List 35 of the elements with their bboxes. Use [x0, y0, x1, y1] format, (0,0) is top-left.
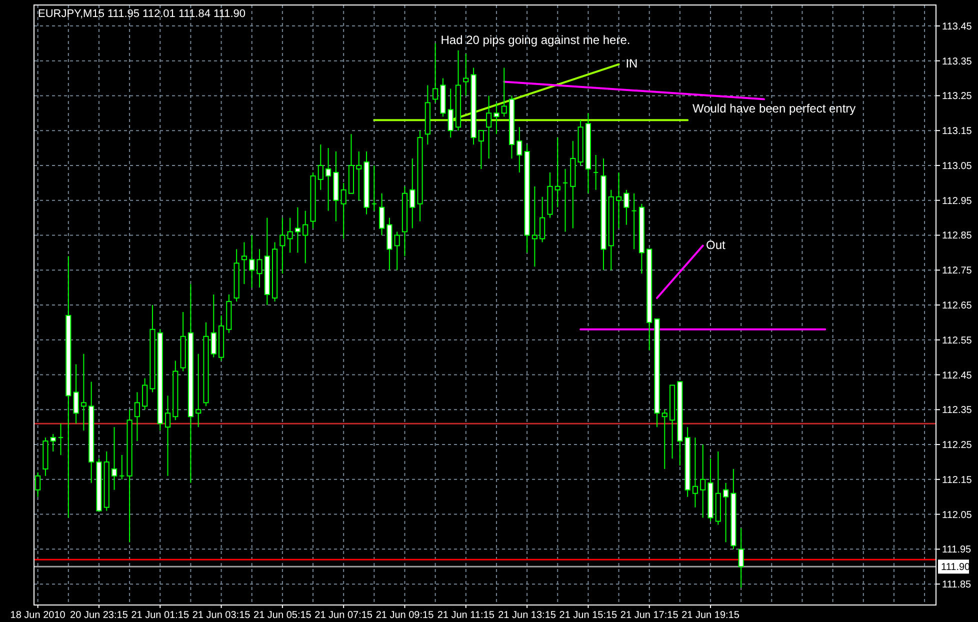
y-tick-label: 112.75	[942, 266, 972, 277]
y-tick-label: 112.35	[942, 405, 972, 416]
y-tick-label: 113.15	[942, 126, 972, 138]
ref-line-label: 111.90	[941, 562, 971, 574]
x-tick-label: 21 Jun 17:15	[620, 610, 679, 621]
x-tick-label: 21 Jun 13:15	[498, 610, 556, 621]
x-tick-label: 21 Jun 11:15	[437, 610, 495, 621]
y-tick-label: 112.65	[942, 300, 972, 312]
y-tick-label: 112.25	[942, 440, 972, 452]
x-tick-label: 21 Jun 07:15	[314, 610, 373, 621]
y-tick-label: 112.15	[942, 474, 972, 486]
y-tick-label: 111.85	[942, 580, 972, 591]
y-tick-label: 113.05	[942, 160, 972, 172]
x-tick-label: 21 Jun 03:15	[192, 610, 251, 621]
y-tick-label: 112.95	[942, 196, 972, 207]
y-tick-label: 112.85	[942, 230, 972, 242]
x-tick-label: 21 Jun 19:15	[682, 610, 740, 621]
annotation: Out	[706, 238, 726, 252]
y-tick-label: 112.05	[942, 510, 972, 521]
x-tick-label: 21 Jun 15:15	[559, 610, 618, 621]
chart-title: EURJPY,M15 111.95 112.01 111.84 111.90	[38, 8, 246, 20]
annotation: Had 20 pips going against me here.	[440, 33, 630, 47]
y-tick-label: 113.35	[942, 56, 972, 68]
annotation: IN	[626, 56, 638, 70]
x-tick-label: 21 Jun 05:15	[254, 610, 312, 621]
x-tick-label: 18 Jun 2010	[10, 610, 66, 621]
annotation: Would have been perfect entry	[692, 101, 856, 116]
y-tick-label: 111.95	[942, 544, 972, 556]
y-tick-label: 112.45	[942, 370, 972, 382]
y-tick-label: 113.45	[942, 21, 972, 32]
y-tick-label: 113.25	[942, 91, 972, 102]
x-tick-label: 21 Jun 01:15	[131, 610, 190, 621]
x-tick-label: 20 Jun 23:15	[70, 610, 128, 621]
x-tick-label: 21 Jun 09:15	[376, 610, 434, 621]
y-tick-label: 112.55	[942, 335, 972, 346]
